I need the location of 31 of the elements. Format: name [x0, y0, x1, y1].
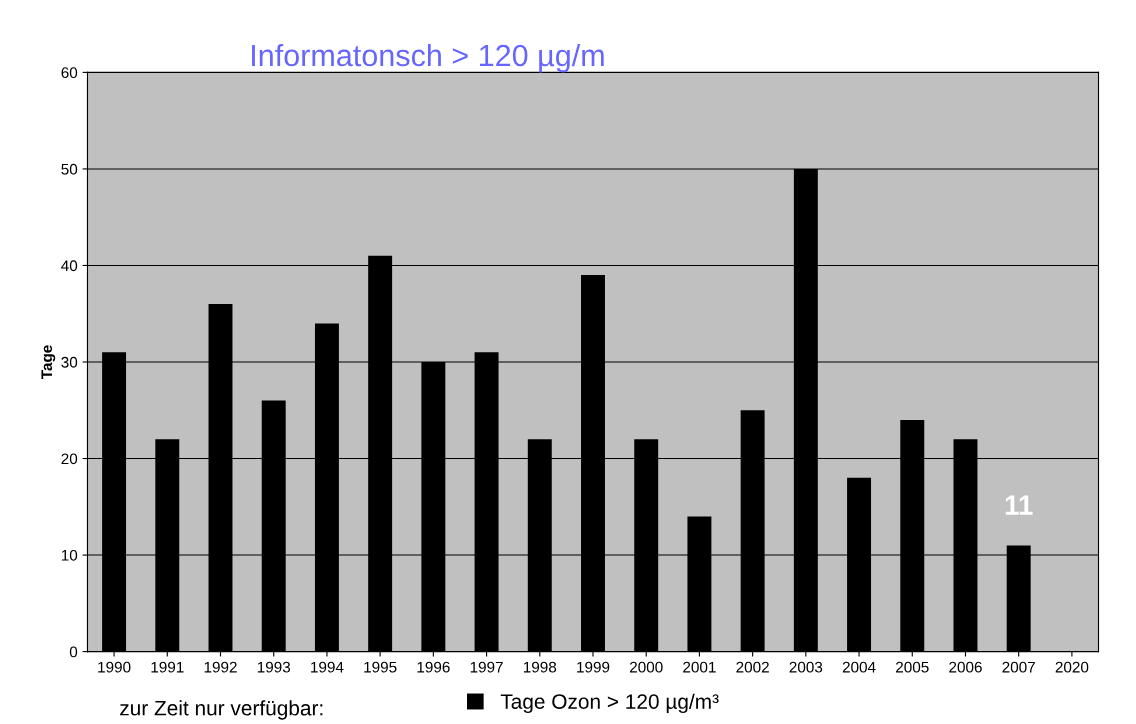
x-tick-label: 2001 — [683, 661, 716, 673]
y-tick-label: 50 — [61, 163, 78, 175]
x-tick-label: 2002 — [736, 661, 769, 673]
data-label: 11 — [1005, 495, 1033, 515]
x-tick-label: 1991 — [151, 661, 184, 673]
x-tick-label: 1995 — [364, 661, 397, 673]
x-tick-label: 2003 — [789, 661, 823, 673]
y-tick-label: 60 — [61, 67, 78, 79]
x-tick-label: 2005 — [896, 661, 929, 673]
x-tick-label: 2007 — [1002, 661, 1035, 673]
x-tick-label: 1994 — [311, 661, 344, 673]
x-tick-label: 1996 — [417, 661, 450, 673]
x-tick-label: 1990 — [98, 661, 131, 673]
x-tick-label: 2020 — [1055, 661, 1089, 673]
y-tick-label: 10 — [61, 549, 78, 561]
x-tick-label: 1999 — [577, 661, 610, 673]
y-tick-label: 0 — [69, 646, 78, 658]
y-tick-label: 20 — [61, 453, 78, 465]
x-tick-label: 1997 — [470, 661, 503, 673]
x-tick-label: 1992 — [204, 661, 237, 673]
x-tick-label: 1998 — [523, 661, 557, 673]
x-tick-label: 2000 — [629, 661, 663, 673]
y-axis-title: Tage — [41, 345, 56, 380]
legend-label: Tage Ozon > 120 µg/m³ — [500, 693, 719, 714]
text: zur Zeit nur verfügbar: — [120, 700, 323, 720]
y-tick-label: 40 — [61, 260, 78, 272]
x-tick-label: 1993 — [257, 661, 291, 673]
x-tick-label: 2004 — [842, 661, 876, 673]
y-tick-label: 30 — [61, 356, 78, 368]
chart-title: Informatonsch > 120 µg/m — [252, 43, 604, 73]
x-tick-label: 2006 — [949, 661, 982, 673]
